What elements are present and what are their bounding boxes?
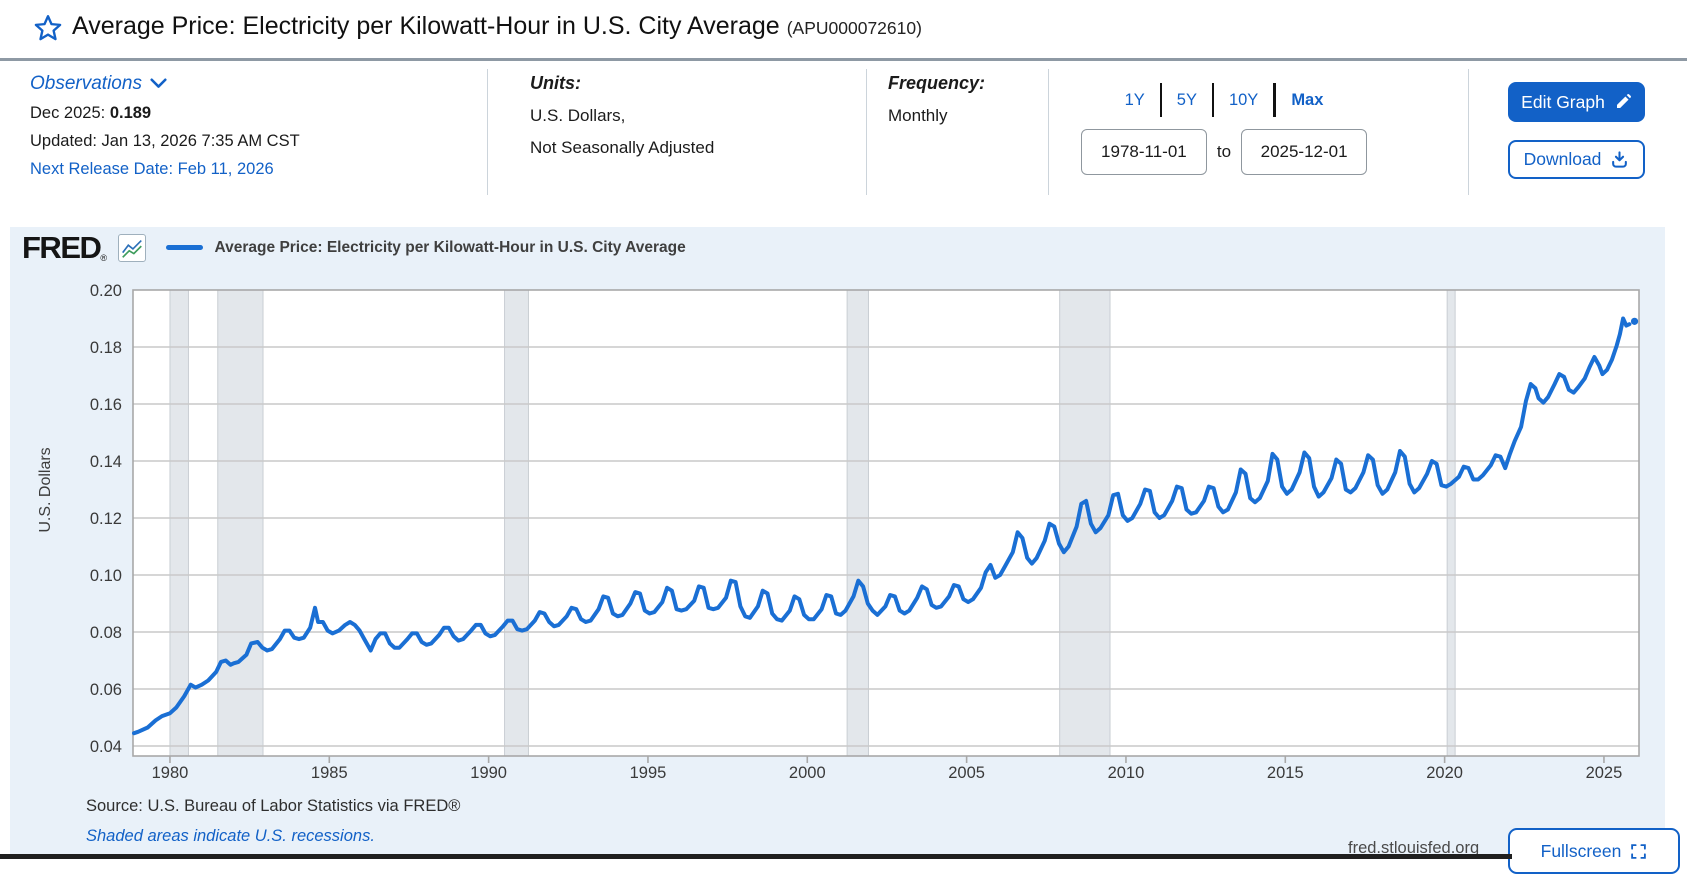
frequency-label: Frequency: [888, 73, 986, 93]
series-line [132, 316, 1632, 736]
recession-band [1446, 289, 1456, 757]
chart-header: FRED® Average Price: Electricity per Kil… [22, 232, 686, 263]
y-axis-tick-label: 0.06 [90, 681, 122, 699]
recession-band [217, 289, 264, 757]
latest-observation: Dec 2025: 0.189 [30, 104, 300, 123]
y-axis-tick-label: 0.18 [90, 339, 122, 357]
recession-band [504, 289, 529, 757]
fullscreen-label: Fullscreen [1540, 840, 1622, 861]
fullscreen-button[interactable]: Fullscreen [1508, 828, 1680, 874]
chart-container: 0.04 0.06 0.08 0.10 0.12 0.14 0.16 0.18 0.20 1980… [10, 227, 1680, 874]
units-panel: Units: U.S. Dollars, Not Seasonally Adju… [530, 73, 714, 158]
observations-toggle[interactable]: Observations [30, 73, 300, 95]
title-bar: Average Price: Electricity per Kilowatt-… [0, 0, 1687, 58]
preset-divider [1211, 83, 1214, 117]
fullscreen-icon [1631, 843, 1647, 859]
x-axis-tick-label: 1995 [630, 764, 667, 782]
edit-graph-label: Edit Graph [1521, 91, 1605, 112]
x-axis-tick-label: 1980 [152, 764, 189, 782]
to-label: to [1216, 142, 1232, 161]
y-axis-tick-label: 0.04 [90, 738, 122, 756]
column-divider [1468, 69, 1469, 195]
chevron-down-icon [150, 78, 167, 88]
latest-observation-date: Dec 2025: [30, 104, 110, 122]
frequency-value: Monthly [888, 106, 948, 125]
x-axis-tick-label: 1990 [470, 764, 507, 782]
x-axis-tick-label: 2020 [1426, 764, 1463, 782]
fred-logo: FRED® [22, 230, 107, 265]
units-label: Units: [530, 73, 581, 93]
page-title: Average Price: Electricity per Kilowatt-… [72, 12, 922, 41]
series-id: (APU000072610) [786, 18, 922, 38]
date-range-panel: 1Y 5Y 10Y Max to [1048, 61, 1400, 210]
preset-divider [1273, 83, 1277, 117]
units-value-2: Not Seasonally Adjusted [530, 138, 715, 157]
edit-graph-button[interactable]: Edit Graph [1508, 82, 1645, 122]
x-axis-tick-label: 1985 [311, 764, 348, 782]
site-url: fred.stlouisfed.org [1348, 839, 1480, 857]
frequency-panel: Frequency: Monthly [888, 73, 985, 126]
x-axis-tick-label: 2010 [1108, 764, 1145, 782]
source-attribution: Source: U.S. Bureau of Labor Statistics … [86, 797, 461, 815]
download-icon [1612, 151, 1628, 168]
range-preset-1y[interactable]: 1Y [1124, 90, 1145, 109]
x-axis-tick-label: 2025 [1586, 764, 1623, 782]
download-label: Download [1523, 149, 1602, 169]
latest-observation-value: 0.189 [109, 104, 152, 122]
observations-label: Observations [30, 73, 142, 94]
x-axis-tick-label: 2005 [948, 764, 985, 782]
recession-band [169, 289, 189, 757]
y-axis-tick-label: 0.12 [90, 510, 122, 528]
date-range-inputs: to [1048, 129, 1400, 175]
range-preset-10y[interactable]: 10Y [1228, 90, 1259, 109]
range-preset-5y[interactable]: 5Y [1176, 90, 1197, 109]
page-bottom-edge [0, 854, 1512, 859]
y-axis-tick-label: 0.08 [90, 624, 122, 642]
updated-timestamp: Updated: Jan 13, 2026 7:35 AM CST [30, 132, 300, 150]
plot-border [132, 289, 1640, 757]
preset-divider [1159, 83, 1162, 117]
y-axis-tick-label: 0.10 [90, 567, 122, 585]
recession-band [846, 289, 869, 757]
next-release-link[interactable]: Next Release Date: Feb 11, 2026 [30, 160, 274, 178]
y-axis-title: U.S. Dollars [37, 447, 54, 532]
favorite-star-icon[interactable] [33, 13, 63, 43]
recession-note: Shaded areas indicate U.S. recessions. [86, 827, 375, 845]
x-axis-tick-label: 2000 [789, 764, 826, 782]
series-title: Average Price: Electricity per Kilowatt-… [72, 12, 780, 40]
legend-line-marker [165, 245, 203, 250]
download-button[interactable]: Download [1508, 140, 1645, 179]
observations-panel: Observations Dec 2025: 0.189 Updated: Ja… [30, 73, 300, 179]
price-line-chart[interactable]: 0.04 0.06 0.08 0.10 0.12 0.14 0.16 0.18 0.20 1980… [10, 227, 1665, 859]
y-axis-tick-label: 0.14 [90, 453, 122, 471]
header-divider [0, 58, 1687, 61]
units-value-1: U.S. Dollars, [530, 106, 626, 125]
column-divider [487, 69, 488, 195]
x-axis-tick-label: 2015 [1267, 764, 1304, 782]
edit-pencil-icon [1616, 94, 1631, 108]
range-presets: 1Y 5Y 10Y Max [1048, 83, 1400, 117]
legend-label: Average Price: Electricity per Kilowatt-… [214, 238, 686, 256]
column-divider [1048, 69, 1049, 195]
end-date-input[interactable] [1241, 129, 1368, 175]
plot-area [133, 290, 1639, 756]
range-preset-max[interactable]: Max [1291, 90, 1324, 109]
last-observation-dot [1630, 317, 1639, 325]
y-axis-tick-label: 0.16 [90, 396, 122, 414]
column-divider [866, 69, 867, 195]
meta-row: Observations Dec 2025: 0.189 Updated: Ja… [0, 61, 1687, 210]
fred-chart-icon [117, 233, 146, 262]
start-date-input[interactable] [1080, 129, 1207, 175]
y-axis-tick-label: 0.20 [90, 282, 122, 300]
